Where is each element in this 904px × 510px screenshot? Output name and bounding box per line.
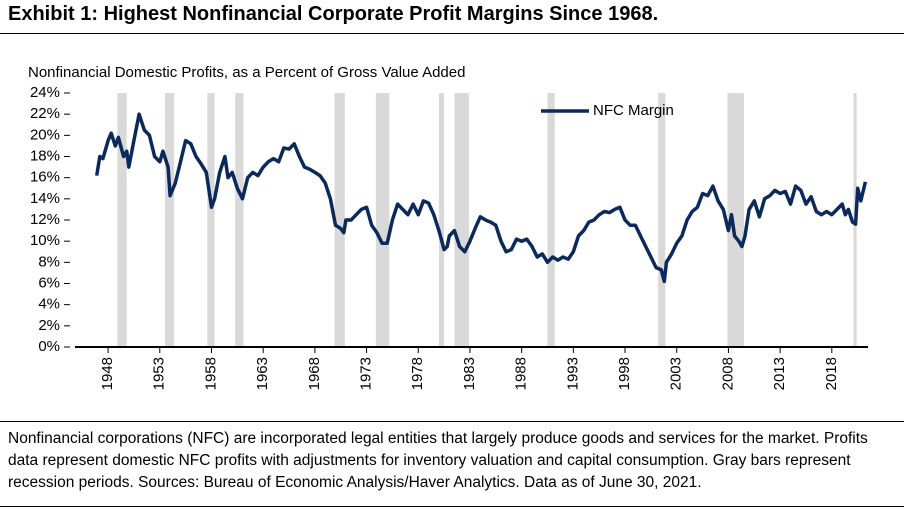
recession-band xyxy=(454,93,469,347)
y-tick-label: 8% xyxy=(38,253,60,270)
x-tick-label: 1973 xyxy=(358,357,375,390)
y-tick-label: 22% xyxy=(30,105,60,122)
recession-band xyxy=(658,93,666,347)
recession-band xyxy=(547,93,555,347)
chart-title: Exhibit 1: Highest Nonfinancial Corporat… xyxy=(8,3,659,25)
bottom-rule xyxy=(0,506,904,507)
y-tick-label: 14% xyxy=(30,190,60,207)
series-line xyxy=(94,112,868,284)
recession-band xyxy=(727,93,744,347)
recession-band xyxy=(117,93,127,347)
x-tick-label: 1958 xyxy=(202,357,219,390)
recession-band xyxy=(438,93,445,347)
x-tick-label: 1948 xyxy=(99,357,116,390)
y-tick-label: 4% xyxy=(38,296,60,313)
y-tick-label: 16% xyxy=(30,169,60,186)
y-tick-label: 10% xyxy=(30,232,60,249)
title-rule xyxy=(0,33,904,34)
x-tick-label: 1998 xyxy=(616,357,633,390)
recession-band xyxy=(164,93,175,347)
recession-band xyxy=(235,93,244,347)
x-tick-label: 1953 xyxy=(151,357,168,390)
y-tick-label: 24% xyxy=(30,84,60,101)
x-tick-label: 2013 xyxy=(771,357,788,390)
recession-band xyxy=(375,93,390,347)
x-tick-label: 1993 xyxy=(564,357,581,390)
x-tick-label: 1963 xyxy=(254,357,271,390)
y-tick-label: 12% xyxy=(30,211,60,228)
x-tick-label: 1983 xyxy=(461,357,478,390)
x-tick-label: 2018 xyxy=(823,357,840,390)
x-tick-label: 2003 xyxy=(668,357,685,390)
y-tick-label: 18% xyxy=(30,147,60,164)
x-tick-label: 1978 xyxy=(409,357,426,390)
x-tick-label: 1988 xyxy=(513,357,530,390)
x-tick-label: 2008 xyxy=(719,357,736,390)
legend-label: NFC Margin xyxy=(593,102,674,119)
y-tick-label: 2% xyxy=(38,317,60,334)
footnote: Nonfinancial corporations (NFC) are inco… xyxy=(8,430,868,491)
y-tick-label: 6% xyxy=(38,274,60,291)
recession-band xyxy=(334,93,345,347)
y-tick-label: 0% xyxy=(38,338,60,355)
recession-band xyxy=(207,93,215,347)
chart-subtitle: Nonfinancial Domestic Profits, as a Perc… xyxy=(28,64,465,81)
chart: Nonfinancial Domestic Profits, as a Perc… xyxy=(28,64,868,390)
x-tick-label: 1968 xyxy=(306,357,323,390)
footnote-rule xyxy=(0,421,904,422)
y-tick-label: 20% xyxy=(30,126,60,143)
